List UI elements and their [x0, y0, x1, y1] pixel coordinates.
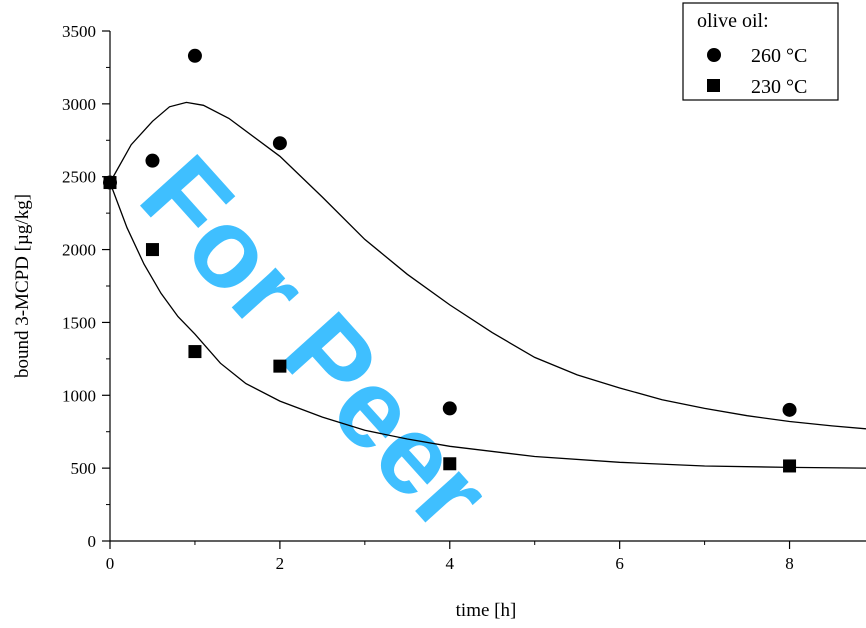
- data-point-260: [442, 401, 457, 416]
- x-tick-label: 8: [785, 554, 794, 573]
- data-point-230: [188, 345, 202, 359]
- data-point-260: [782, 402, 797, 417]
- legend-marker-260: [707, 48, 721, 62]
- watermark: For Peer: [117, 132, 514, 553]
- legend-label-230: 230 °C: [751, 76, 807, 98]
- x-tick-label: 0: [106, 554, 115, 573]
- y-tick-label: 2500: [62, 168, 96, 187]
- fit-curve-230: [109, 182, 866, 469]
- data-point-260: [145, 153, 160, 168]
- axis-ticks: 0 2 4 6 8 0 500 1000 1500 2000 2500 3000 3500: [62, 22, 794, 573]
- x-tick-label: 4: [446, 554, 455, 573]
- y-tick-label: 3500: [62, 22, 96, 41]
- y-tick-label: 1000: [62, 386, 96, 405]
- y-tick-label: 2000: [62, 241, 96, 260]
- y-tick-label: 3000: [62, 95, 96, 114]
- data-point-230: [145, 243, 159, 257]
- x-axis-label: time [h]: [456, 600, 517, 621]
- x-tick-label: 6: [615, 554, 624, 573]
- fit-curve-260: [109, 101, 866, 430]
- legend: olive oil: 260 °C 230 °C: [682, 2, 839, 101]
- data-point-230: [273, 359, 287, 373]
- plot-area: [103, 48, 866, 473]
- y-axis-label: bound 3-MCPD [µg/kg]: [12, 194, 33, 378]
- data-point-230: [783, 459, 797, 473]
- legend-label-260: 260 °C: [751, 45, 807, 67]
- legend-marker-230: [707, 79, 720, 92]
- y-tick-label: 1500: [62, 313, 96, 332]
- legend-title: olive oil:: [697, 10, 769, 32]
- data-point-260: [272, 136, 287, 151]
- y-tick-label: 0: [88, 532, 97, 551]
- data-point-230: [443, 457, 457, 471]
- x-tick-label: 2: [276, 554, 285, 573]
- data-point-260: [187, 48, 202, 63]
- y-tick-label: 500: [71, 459, 97, 478]
